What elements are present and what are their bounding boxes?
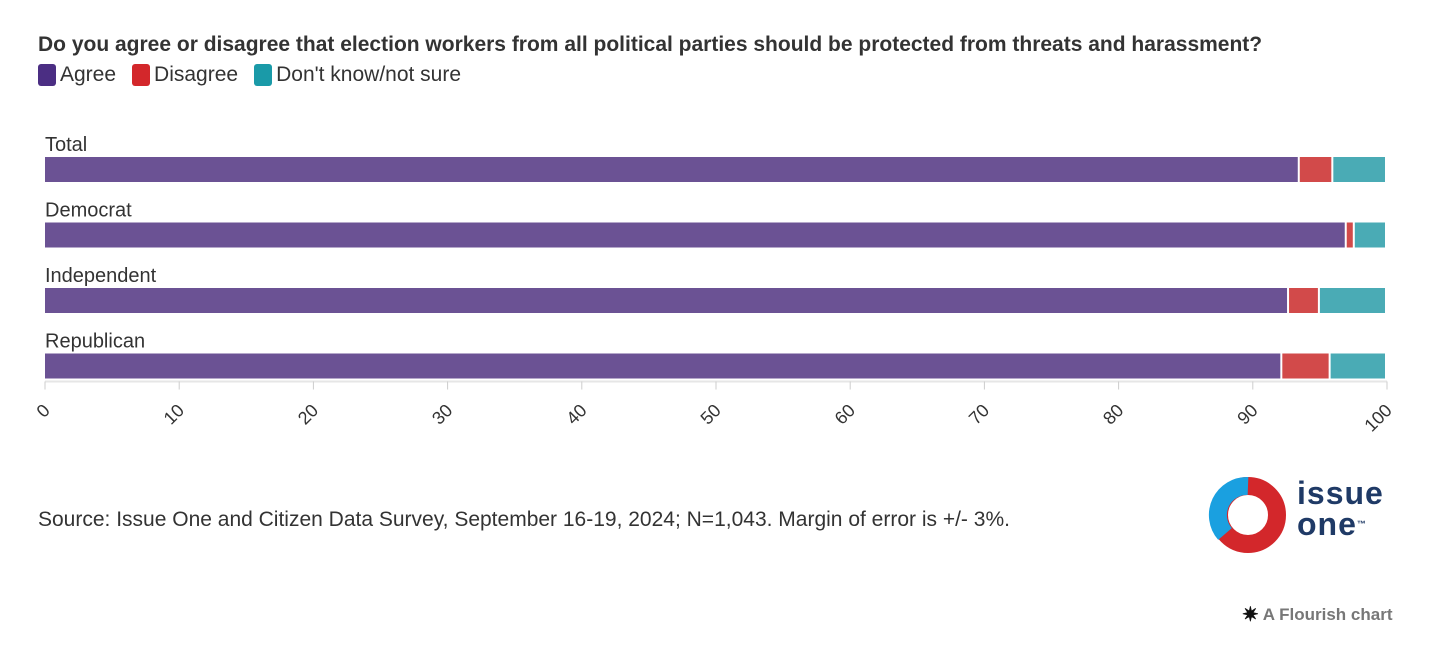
legend-item-dontknow[interactable]: Don't know/not sure [254,63,461,87]
category-label-independent: Independent [45,265,157,287]
x-tick-label-10: 10 [160,400,188,428]
flourish-credit[interactable]: ✷ A Flourish chart [1242,602,1392,627]
bar-independent-agree[interactable] [45,288,1288,313]
legend-label-dontknow: Don't know/not sure [276,63,462,86]
issue-one-logo: issue one™ [1205,472,1415,558]
x-tick-label-90: 90 [1233,400,1261,428]
issue-one-logo-mark [1208,477,1286,553]
logo-tm: ™ [1356,519,1367,529]
legend-swatch-dontknow [254,64,273,86]
x-tick-label-30: 30 [428,400,456,428]
x-tick-label-40: 40 [562,400,590,428]
x-tick-label-20: 20 [294,400,322,428]
x-tick-label-50: 50 [697,400,725,428]
bar-democrat-disagree[interactable] [1346,222,1353,248]
flourish-star-icon: ✷ [1242,604,1259,626]
bar-republican-disagree[interactable] [1282,353,1329,379]
legend-item-agree[interactable]: Agree [38,63,116,87]
legend-label-disagree: Disagree [154,63,239,86]
chart-title: Do you agree or disagree that election w… [38,33,1263,56]
category-label-republican: Republican [45,331,145,353]
bar-total-disagree[interactable] [1299,157,1332,182]
bar-independent-disagree[interactable] [1289,288,1318,313]
bar-total-don-t-know-not-sure[interactable] [1333,157,1385,182]
bar-democrat-agree[interactable] [45,222,1345,248]
stacked-bar-chart: Total Democrat Independent Republican 0 10 20 3… [33,134,1396,436]
logo-line2: one [1297,506,1357,542]
bar-democrat-don-t-know-not-sure[interactable] [1354,222,1385,248]
x-tick-label-70: 70 [965,400,993,428]
x-tick-label-0: 0 [33,400,54,421]
chart-legend: Agree Disagree Don't know/not sure [38,63,461,87]
bar-independent-don-t-know-not-sure[interactable] [1319,288,1385,313]
bar-republican-don-t-know-not-sure[interactable] [1330,353,1385,379]
bar-republican-agree[interactable] [45,353,1281,379]
x-tick-label-80: 80 [1099,400,1127,428]
legend-swatch-agree [38,64,56,86]
x-tick-label-60: 60 [831,400,859,428]
logo-line1: issue [1297,475,1384,511]
logo-line2-wrap: one™ [1297,506,1384,542]
category-label-total: Total [45,134,87,156]
legend-label-agree: Agree [60,63,117,86]
legend-swatch-disagree [132,64,151,86]
legend-item-disagree[interactable]: Disagree [132,63,238,87]
bar-total-agree[interactable] [45,157,1298,182]
x-tick-label-100: 100 [1360,400,1395,435]
issue-one-logo-text: issue one™ [1297,475,1384,542]
flourish-label: A Flourish chart [1262,604,1393,624]
category-label-democrat: Democrat [45,200,132,222]
source-note: Source: Issue One and Citizen Data Surve… [38,508,1010,531]
